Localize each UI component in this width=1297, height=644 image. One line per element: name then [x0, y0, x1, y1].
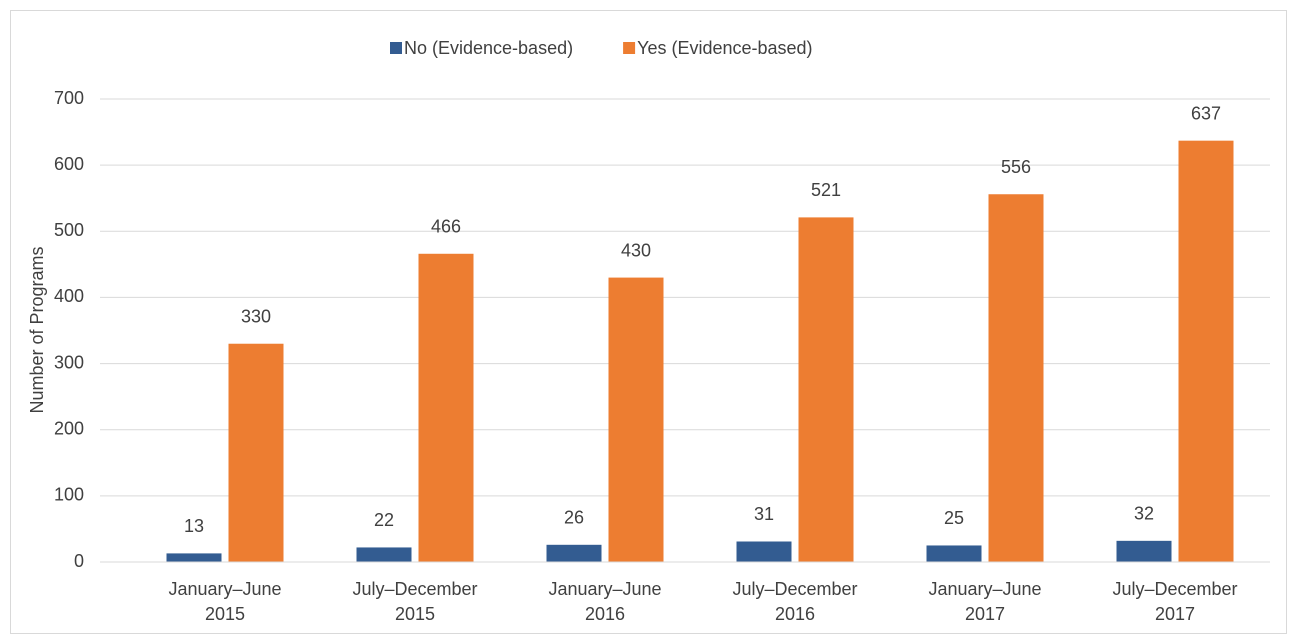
y-tick-label: 700	[54, 88, 84, 108]
legend-swatch	[623, 42, 636, 54]
bar	[1116, 540, 1172, 562]
data-label: 330	[241, 306, 271, 326]
bar	[988, 194, 1044, 562]
bar	[1178, 140, 1234, 563]
bar	[228, 343, 284, 562]
data-label: 521	[811, 180, 841, 200]
legend-label: Yes (Evidence-based)	[637, 38, 812, 58]
bar	[736, 541, 792, 562]
y-tick-label: 0	[74, 551, 84, 571]
data-label: 31	[754, 504, 774, 524]
x-tick-label: July–December 2017	[1112, 579, 1237, 624]
bar	[926, 545, 982, 562]
x-tick-label: January–June 2017	[928, 579, 1041, 624]
y-tick-label: 100	[54, 485, 84, 505]
x-tick-label: January–June 2015	[168, 579, 281, 624]
x-tick-label: July–December 2016	[732, 579, 857, 624]
y-tick-label: 300	[54, 352, 84, 372]
y-tick-label: 400	[54, 286, 84, 306]
y-tick-label: 500	[54, 220, 84, 240]
x-tick-label: January–June 2016	[548, 579, 661, 624]
bar	[608, 277, 664, 562]
x-tick-label: July–December 2015	[352, 579, 477, 624]
legend-swatch	[390, 42, 402, 54]
bar	[356, 547, 412, 562]
y-tick-label: 600	[54, 154, 84, 174]
bar	[546, 544, 602, 562]
data-label: 25	[944, 508, 964, 528]
data-label: 556	[1001, 157, 1031, 177]
data-label: 26	[564, 508, 584, 528]
y-axis-label: Number of Programs	[27, 246, 47, 413]
data-label: 637	[1191, 103, 1221, 123]
legend-label: No (Evidence-based)	[404, 38, 573, 58]
data-label: 466	[431, 217, 461, 237]
data-label: 13	[184, 516, 204, 536]
bar	[418, 253, 474, 562]
data-label: 430	[621, 240, 651, 260]
data-label: 22	[374, 510, 394, 530]
bar	[798, 217, 854, 562]
data-label: 32	[1134, 504, 1154, 524]
y-tick-label: 200	[54, 418, 84, 438]
bar	[166, 553, 222, 562]
